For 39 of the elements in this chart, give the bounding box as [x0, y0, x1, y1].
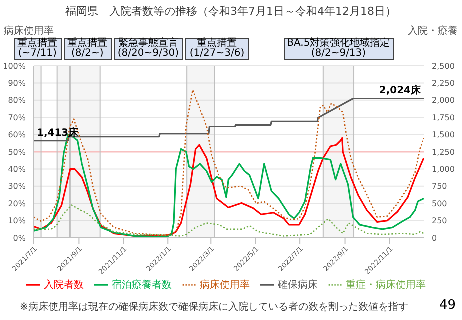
- y2-axis-title: 入院・療養: [408, 24, 458, 38]
- y-tick-label: 70%: [8, 113, 26, 122]
- line-series: [34, 98, 424, 142]
- band-label: 重点措置 (8/2~): [64, 38, 111, 59]
- band-label: BA.5対策強化地域指定 (8/2~9/13): [284, 38, 393, 59]
- y2-tick-label: 1,500: [432, 130, 455, 140]
- y-tick-label: 20%: [8, 199, 26, 208]
- legend-label: 宿泊療養者数: [112, 280, 172, 291]
- band-label: 重点措置 (1/27~3/6): [186, 38, 248, 59]
- annotation: 2,024床: [379, 84, 422, 97]
- legend-label: 病床使用率: [200, 280, 250, 291]
- y2-tick-label: 0: [432, 234, 438, 243]
- band-label: 緊急事態宣言 (8/20~9/30): [114, 38, 182, 59]
- y2-tick-label: 2,500: [432, 62, 455, 71]
- y2-tick-label: 750: [432, 182, 448, 192]
- y-tick-label: 0%: [13, 234, 26, 243]
- y2-tick-label: 1,750: [432, 113, 455, 122]
- legend-label: 入院者数: [44, 280, 84, 291]
- y-tick-label: 10%: [8, 216, 26, 226]
- y-tick-label: 30%: [8, 182, 26, 192]
- y-tick-label: 60%: [8, 130, 26, 140]
- text: 49: [439, 298, 456, 313]
- y-tick-label: 40%: [8, 165, 26, 174]
- y-tick-label: 80%: [8, 96, 26, 106]
- y2-tick-label: 500: [432, 199, 448, 208]
- y2-tick-label: 1,250: [432, 148, 455, 157]
- band-label: 重点措置 (~7/11): [14, 38, 61, 59]
- y-tick-label: 50%: [8, 148, 26, 157]
- text: ※病床使用率は現在の確保病床数で確保病床に入院している者の数を割った数値を指す: [20, 300, 408, 314]
- legend-label: 重症・病床使用率: [346, 280, 426, 291]
- y-tick-label: 100%: [3, 62, 26, 71]
- y2-tick-label: 2,000: [432, 96, 455, 106]
- y2-tick-label: 1,000: [432, 165, 455, 174]
- y-axis-title: 病床使用率: [4, 24, 54, 38]
- y2-tick-label: 250: [432, 216, 448, 226]
- legend-label: 確保病床: [278, 280, 318, 291]
- chart-title: 福岡県 入院者数等の推移（令和3年7月1日～令和4年12月18日）: [64, 4, 398, 19]
- y2-tick-label: 2,250: [432, 79, 455, 88]
- y-tick-label: 90%: [8, 79, 26, 88]
